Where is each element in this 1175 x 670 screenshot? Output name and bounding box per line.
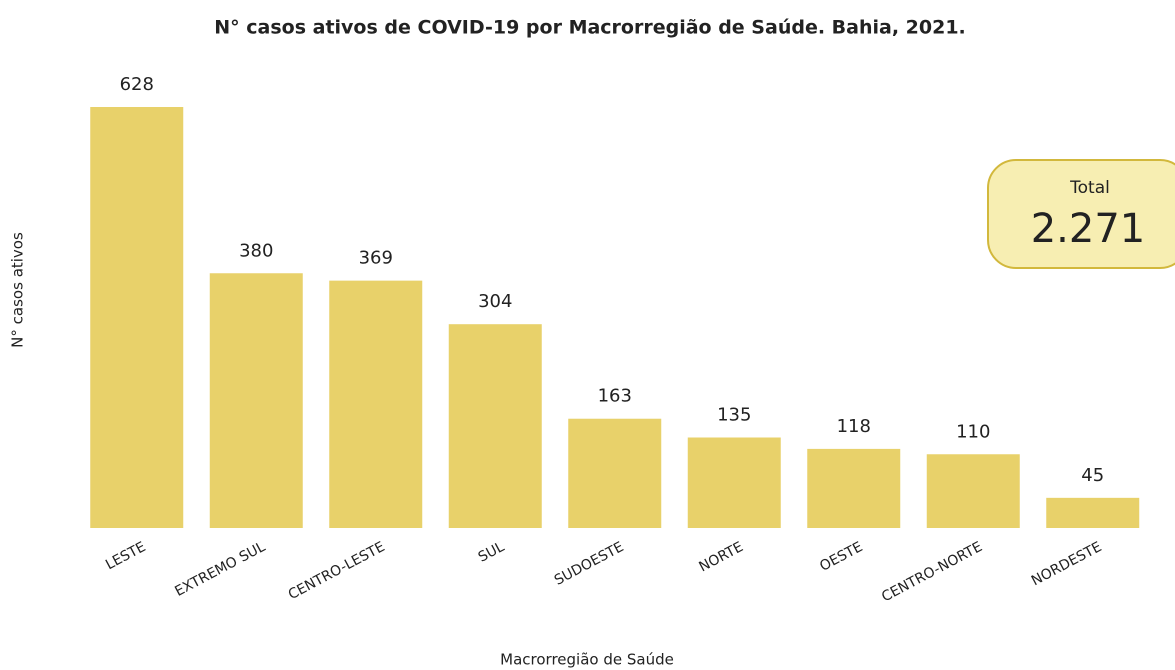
data-label: 380 (239, 240, 273, 261)
total-card (987, 159, 1175, 269)
x-tick-label: EXTREMO SUL (172, 539, 268, 600)
bar (209, 273, 303, 528)
chart-title: N° casos ativos de COVID-19 por Macrorre… (214, 17, 966, 39)
total-value: 2.271 (1031, 206, 1146, 252)
x-tick-label: SUL (476, 539, 507, 566)
x-tick-label: CENTRO-LESTE (286, 539, 388, 603)
x-axis-label: Macrorregião de Saúde (500, 651, 674, 669)
data-label: 304 (478, 291, 512, 312)
data-label: 163 (598, 386, 632, 407)
bar (90, 107, 184, 528)
x-tick-label: CENTRO-NORTE (879, 539, 985, 605)
bar (926, 454, 1020, 528)
data-label: 135 (717, 404, 751, 425)
y-axis-label: N° casos ativos (9, 232, 27, 348)
bar (448, 324, 542, 528)
x-tick-label: SUDOESTE (552, 539, 627, 589)
bar (329, 280, 423, 528)
x-tick-label: OESTE (817, 539, 865, 575)
x-tick-label: NORTE (696, 539, 746, 575)
total-label: Total (1069, 178, 1110, 198)
data-label: 628 (120, 74, 154, 95)
data-label: 45 (1081, 465, 1104, 486)
x-tick-label: NORDESTE (1029, 539, 1105, 589)
data-label: 118 (837, 416, 871, 437)
bar (1046, 497, 1140, 528)
data-label: 369 (359, 248, 393, 269)
bar (807, 448, 901, 528)
data-label: 110 (956, 421, 990, 442)
x-tick-label: LESTE (103, 539, 148, 573)
bar (568, 418, 662, 528)
bar (687, 437, 781, 528)
